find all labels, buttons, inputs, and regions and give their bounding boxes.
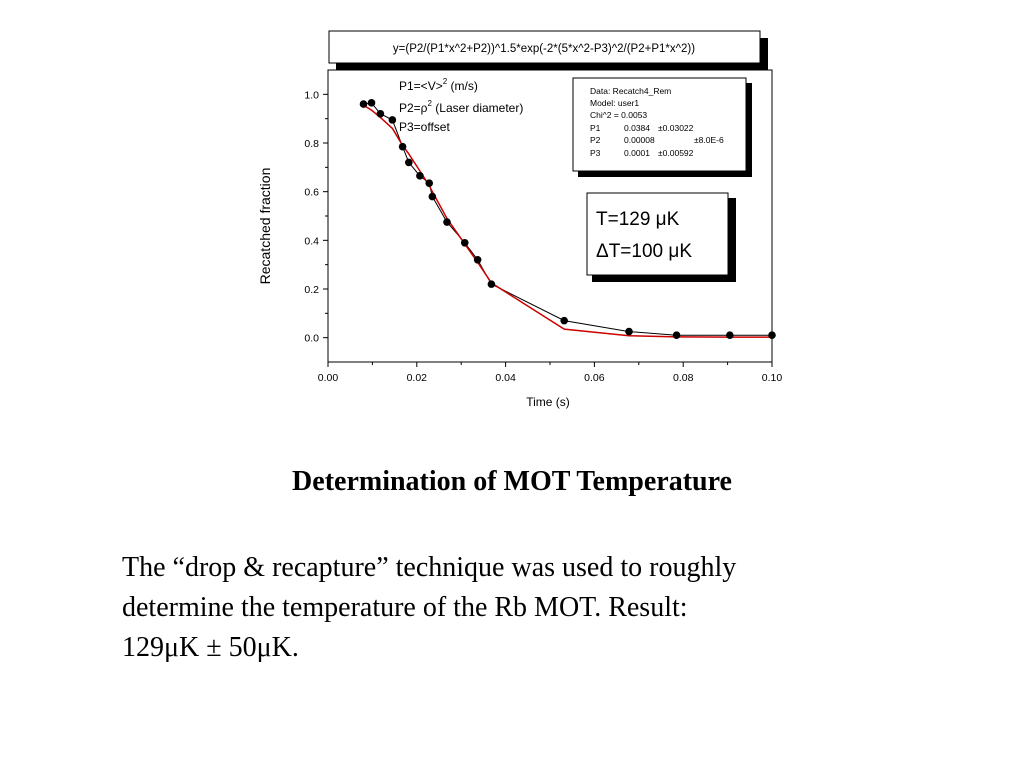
data-point [443, 218, 451, 226]
y-tick-label: 0.0 [304, 333, 319, 345]
data-point [625, 327, 633, 336]
fit-curve [363, 104, 772, 338]
body-line-1: The “drop & recapture” technique was use… [122, 552, 737, 583]
fit-model-line: Model: user1 [590, 98, 639, 108]
data-point [376, 110, 385, 118]
data-point [405, 158, 413, 167]
y-tick-label: 0.6 [304, 187, 319, 199]
slide-title: Determination of MOT Temperature [292, 466, 732, 497]
fit-p1-name: P1 [590, 123, 601, 133]
data-point [416, 172, 424, 180]
param-p1: P1=<V>2 (m/s) [399, 77, 478, 93]
data-point [428, 192, 437, 201]
y-axis-label: Recatched fraction [257, 168, 273, 285]
y-axis: 0.0 0.2 0.4 0.6 0.8 1.0 [304, 89, 328, 345]
data-point [388, 116, 397, 124]
fit-results: Data: Recatch4_Rem Model: user1 Chi^2 = … [590, 86, 724, 158]
y-tick-label: 0.2 [304, 284, 319, 296]
series-layer [359, 99, 776, 340]
body-line-3: 129μK ± 50μK. [122, 632, 299, 663]
x-tick-label: 0.06 [584, 372, 605, 384]
temperature-value: T=129 μK [596, 209, 680, 230]
data-point [487, 280, 496, 288]
temperature-result-box [586, 192, 729, 276]
y-tick-label: 0.8 [304, 138, 319, 150]
x-tick-label: 0.00 [318, 372, 339, 384]
data-point [398, 142, 407, 151]
fit-p2-error: ±8.0E-6 [694, 135, 724, 145]
data-point [560, 316, 569, 325]
fit-chi2-line: Chi^2 = 0.0053 [590, 110, 647, 120]
data-point [768, 331, 776, 340]
data-point [473, 255, 482, 264]
param-p3: P3=offset [399, 120, 450, 134]
fit-results-box [572, 77, 747, 172]
fit-data-line: Data: Recatch4_Rem [590, 86, 671, 96]
x-tick-label: 0.08 [673, 372, 694, 384]
param-legend: P1=<V>2 (m/s) P2=ρ2 (Laser diameter) P3=… [399, 77, 523, 134]
y-tick-label: 1.0 [304, 89, 319, 101]
data-point [367, 99, 376, 107]
data-point [425, 179, 434, 187]
fit-p2-value: 0.00008 [624, 135, 655, 145]
x-axis-label: Time (s) [526, 395, 570, 409]
x-tick-label: 0.02 [407, 372, 428, 384]
body-line-2: determine the temperature of the Rb MOT.… [122, 592, 688, 623]
fit-p3-error: ±0.00592 [658, 148, 694, 158]
y-tick-label: 0.4 [304, 235, 319, 247]
equation-box [328, 30, 761, 64]
data-point [359, 100, 368, 108]
recapture-chart: y=(P2/(P1*x^2+P2))^1.5*exp(-2*(5*x^2-P3)… [257, 30, 783, 409]
fit-p1-value: 0.0384 [624, 123, 650, 133]
x-tick-label: 0.04 [495, 372, 516, 384]
chart-title: y=(P2/(P1*x^2+P2))^1.5*exp(-2*(5*x^2-P3)… [393, 43, 695, 55]
x-tick-label: 0.10 [762, 372, 783, 384]
data-point [460, 238, 469, 247]
slide-body: The “drop & recapture” technique was use… [122, 548, 912, 668]
fit-p3-name: P3 [590, 148, 601, 158]
param-p2: P2=ρ2 (Laser diameter) [399, 99, 523, 115]
fit-p1-error: ±0.03022 [658, 123, 694, 133]
data-point [726, 331, 734, 340]
fit-p3-value: 0.0001 [624, 148, 650, 158]
x-axis: 0.00 0.02 0.04 0.06 0.08 0.10 [318, 362, 783, 384]
data-point [672, 331, 681, 340]
fit-p2-name: P2 [590, 135, 601, 145]
temperature-uncertainty: ΔT=100 μK [596, 241, 692, 262]
